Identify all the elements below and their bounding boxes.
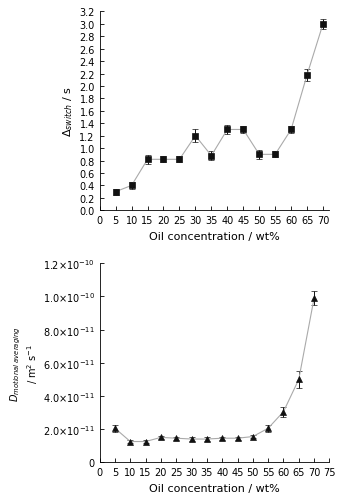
X-axis label: Oil concentration / wt%: Oil concentration / wt%: [149, 482, 280, 492]
X-axis label: Oil concentration / wt%: Oil concentration / wt%: [149, 231, 280, 241]
Y-axis label: $D_{motional\ averaging}$
/ m$^2$ s$^{-1}$: $D_{motional\ averaging}$ / m$^2$ s$^{-1…: [8, 325, 40, 401]
Y-axis label: $\Delta_{switch}$ / s: $\Delta_{switch}$ / s: [61, 86, 75, 137]
